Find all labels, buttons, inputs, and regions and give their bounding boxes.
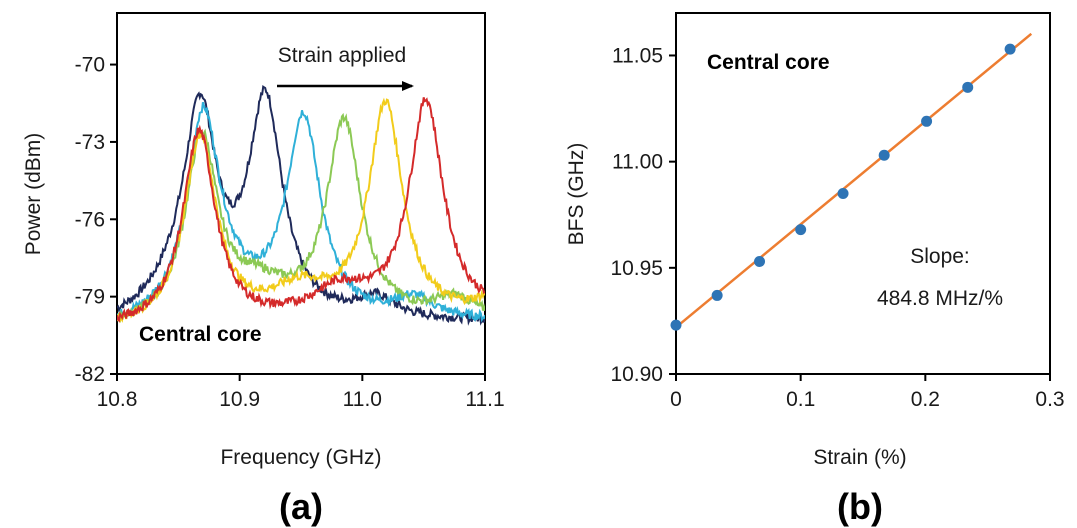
spectrum-line: [117, 84, 485, 326]
bfs-data-point: [670, 319, 682, 331]
panel-a-y-axis-label: Power (dBm): [22, 133, 45, 256]
bfs-data-point: [921, 115, 933, 127]
panel-a-curves: [117, 84, 485, 326]
panel-a-x-axis-label: Frequency (GHz): [220, 446, 381, 469]
panel-a-label: (a): [279, 486, 323, 527]
panel-b-points: [670, 43, 1016, 331]
strain-applied-annotation: Strain applied: [278, 44, 406, 67]
panel-a-y-tick-label: -70: [75, 54, 105, 77]
slope-value: 484.8 MHz/%: [877, 287, 1003, 310]
panel-a-y-tick-label: -73: [75, 131, 105, 154]
panel-a-y-tick-label: -82: [75, 363, 105, 386]
spectrum-line: [117, 112, 485, 323]
panel-b-x-ticks: 0 0.1 0.2 0.3: [670, 374, 1065, 411]
panel-b-fit-line: [675, 32, 1033, 329]
panel-a-x-tick-label: 11.1: [465, 388, 504, 411]
panel-b-frame: [675, 12, 1051, 375]
spectrum-line: [117, 101, 485, 323]
bfs-data-point: [1004, 43, 1016, 55]
bfs-data-point: [711, 289, 723, 301]
panel-b-y-tick-label: 10.90: [610, 363, 663, 386]
panel-a-x-tick-label: 10.9: [219, 388, 260, 411]
bfs-data-point: [878, 149, 890, 161]
panel-b-x-tick-label: 0.2: [911, 388, 940, 411]
panel-b-core-label: Central core: [707, 51, 830, 74]
spectrum-line: [117, 97, 485, 323]
panel-b-x-tick-label: 0: [670, 388, 682, 411]
bfs-data-point: [754, 255, 766, 267]
bfs-data-point: [837, 188, 849, 199]
linear-fit-line: [675, 32, 1033, 329]
panel-a-spectra: -70 -73 -76 -79 -82 10.8 10.9 11.0 11.1 Strain …: [22, 12, 505, 527]
panel-b-x-tick-label: 0.3: [1035, 388, 1064, 411]
panel-b-y-ticks: 11.05 11.00 10.95 10.90: [610, 44, 676, 386]
spectrum-line: [117, 97, 485, 324]
panel-a-core-label: Central core: [139, 323, 262, 346]
panel-b-y-tick-label: 11.00: [612, 151, 663, 174]
bfs-data-point: [795, 224, 807, 236]
panel-b-x-tick-label: 0.1: [786, 388, 815, 411]
panel-a-y-ticks: -70 -73 -76 -79 -82: [75, 54, 117, 386]
panel-b-y-axis-label: BFS (GHz): [565, 143, 588, 246]
bfs-data-point: [962, 81, 974, 93]
panel-b-y-tick-label: 10.95: [610, 257, 663, 280]
panel-b-x-axis-label: Strain (%): [813, 446, 906, 469]
panel-a-y-tick-label: -76: [75, 208, 105, 231]
panel-b-y-tick-label: 11.05: [612, 44, 663, 67]
slope-label: Slope:: [910, 245, 970, 268]
panel-a-x-tick-label: 10.8: [97, 388, 138, 411]
panel-a-y-tick-label: -79: [75, 286, 105, 309]
panel-b-bfs: 11.05 11.00 10.95 10.90 0 0.1 0.2 0.3 Central …: [565, 12, 1065, 527]
panel-a-x-tick-label: 11.0: [343, 388, 382, 411]
panel-b-label: (b): [837, 486, 883, 527]
panel-a-frame: [116, 12, 486, 375]
panel-a-x-ticks: 10.8 10.9 11.0 11.1: [97, 374, 505, 411]
